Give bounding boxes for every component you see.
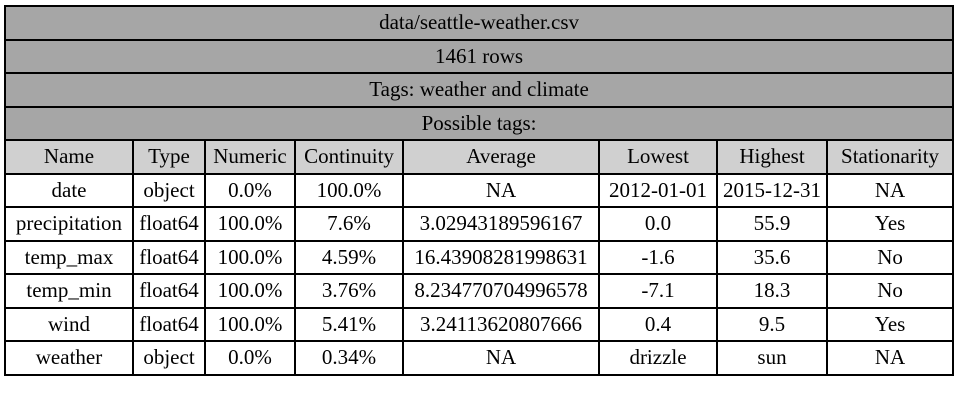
table-cell: weather [4, 340, 134, 376]
table-cell: 100.0% [294, 172, 404, 208]
table-cell: wind [4, 306, 134, 342]
table-cell: 7.6% [294, 206, 404, 242]
row-count-banner: 1461 rows [3, 38, 955, 74]
table-cell: 8.234770704996578 [402, 273, 600, 309]
table-row: temp_min float64 100.0% 3.76% 8.234770704996… [4, 273, 955, 309]
table-cell: drizzle [598, 340, 718, 376]
table-cell: Yes [825, 206, 955, 242]
table-cell: 16.43908281998631 [402, 239, 600, 275]
table-cell: 100.0% [204, 239, 296, 275]
table-cell: 3.02943189596167 [402, 206, 600, 242]
tags-banner: Tags: weather and climate [3, 72, 955, 108]
table-cell: 4.59% [294, 239, 404, 275]
table-row: weather object 0.0% 0.34% NA drizzle sun NA [4, 340, 955, 376]
table-cell: 100.0% [204, 273, 296, 309]
table-cell: 55.9 [716, 206, 828, 242]
table-cell: -7.1 [598, 273, 718, 309]
table-cell: float64 [132, 306, 206, 342]
table-cell: 3.24113620807666 [402, 306, 600, 342]
column-header: Stationarity [825, 139, 955, 175]
table-cell: NA [825, 172, 955, 208]
column-header: Name [4, 139, 134, 175]
table-cell: temp_max [4, 239, 134, 275]
table-cell: 100.0% [204, 206, 296, 242]
table-cell: temp_min [4, 273, 134, 309]
table-cell: object [132, 340, 206, 376]
table-cell: 2015-12-31 [716, 172, 828, 208]
table-cell: NA [825, 340, 955, 376]
table-cell: No [825, 273, 955, 309]
column-header: Highest [716, 139, 828, 175]
table-row: precipitation float64 100.0% 7.6% 3.02943189… [4, 206, 955, 242]
table-cell: float64 [132, 273, 206, 309]
table-row: wind float64 100.0% 5.41% 3.24113620807666 0.… [4, 306, 955, 342]
table-cell: NA [402, 340, 600, 376]
column-header: Continuity [294, 139, 404, 175]
possible-tags-banner: Possible tags: [3, 105, 955, 141]
table-cell: No [825, 239, 955, 275]
table-cell: 0.0% [204, 340, 296, 376]
dataset-summary-table: data/seattle-weather.csv 1461 rows Tags:… [3, 5, 955, 376]
table-row: temp_max float64 100.0% 4.59% 16.43908281998… [4, 239, 955, 275]
column-header: Type [132, 139, 206, 175]
table-cell: sun [716, 340, 828, 376]
column-header-row: Name Type Numeric Continuity Average Low… [4, 139, 955, 175]
table-cell: -1.6 [598, 239, 718, 275]
table-cell: Yes [825, 306, 955, 342]
table-cell: NA [402, 172, 600, 208]
table-cell: 5.41% [294, 306, 404, 342]
table-cell: 0.4 [598, 306, 718, 342]
table-cell: date [4, 172, 134, 208]
table-cell: float64 [132, 239, 206, 275]
table-cell: object [132, 172, 206, 208]
table-cell: 0.0% [204, 172, 296, 208]
table-cell: precipitation [4, 206, 134, 242]
table-cell: 18.3 [716, 273, 828, 309]
table-cell: 2012-01-01 [598, 172, 718, 208]
table-cell: 9.5 [716, 306, 828, 342]
table-body: date object 0.0% 100.0% NA 2012-01-01 2015-12-… [4, 172, 955, 376]
table-cell: float64 [132, 206, 206, 242]
column-header: Average [402, 139, 600, 175]
table-row: date object 0.0% 100.0% NA 2012-01-01 2015-12-… [4, 172, 955, 208]
table-cell: 100.0% [204, 306, 296, 342]
table-cell: 35.6 [716, 239, 828, 275]
table-cell: 0.0 [598, 206, 718, 242]
table-cell: 3.76% [294, 273, 404, 309]
column-header: Lowest [598, 139, 718, 175]
column-header: Numeric [204, 139, 296, 175]
file-path-banner: data/seattle-weather.csv [3, 5, 955, 41]
table-cell: 0.34% [294, 340, 404, 376]
